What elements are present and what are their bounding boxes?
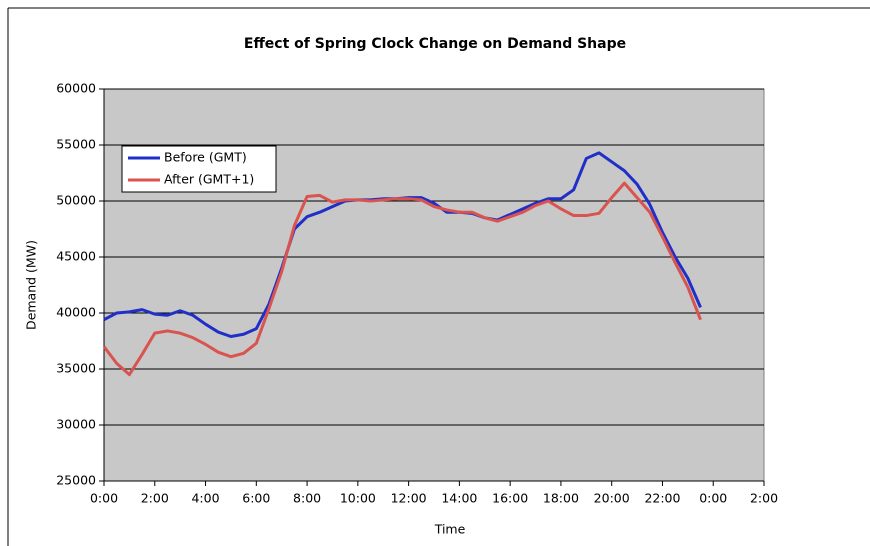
- y-tick-label: 60000: [56, 81, 96, 96]
- x-tick-label: 8:00: [293, 491, 321, 506]
- x-tick-label: 4:00: [191, 491, 219, 506]
- x-tick-label: 2:00: [141, 491, 169, 506]
- x-tick-label: 6:00: [242, 491, 270, 506]
- series-line: [102, 181, 702, 377]
- x-tick-label: 20:00: [594, 491, 630, 506]
- x-tick-label: 0:00: [90, 491, 118, 506]
- x-tick-label: 10:00: [340, 491, 376, 506]
- x-tick-label: 0:00: [699, 491, 727, 506]
- y-tick-label: 50000: [56, 193, 96, 208]
- x-tick-label: 2:00: [750, 491, 778, 506]
- x-tick-label: 16:00: [492, 491, 528, 506]
- x-tick-label: 14:00: [441, 491, 477, 506]
- y-axis-label: Demand (MW): [24, 240, 39, 330]
- y-tick-label: 55000: [56, 137, 96, 152]
- y-tick-label: 35000: [56, 361, 96, 376]
- chart-title: Effect of Spring Clock Change on Demand …: [244, 36, 626, 52]
- x-tick-label: 22:00: [644, 491, 680, 506]
- x-tick-label: 12:00: [391, 491, 427, 506]
- legend-label: After (GMT+1): [164, 172, 254, 187]
- y-tick-label: 25000: [56, 473, 96, 488]
- x-axis-label: Time: [434, 522, 466, 537]
- legend-label: Before (GMT): [164, 150, 247, 165]
- legend: [121, 145, 277, 193]
- x-tick-label: 18:00: [543, 491, 579, 506]
- y-tick-label: 30000: [56, 417, 96, 432]
- y-tick-label: 45000: [56, 249, 96, 264]
- y-tick-label: 40000: [56, 305, 96, 320]
